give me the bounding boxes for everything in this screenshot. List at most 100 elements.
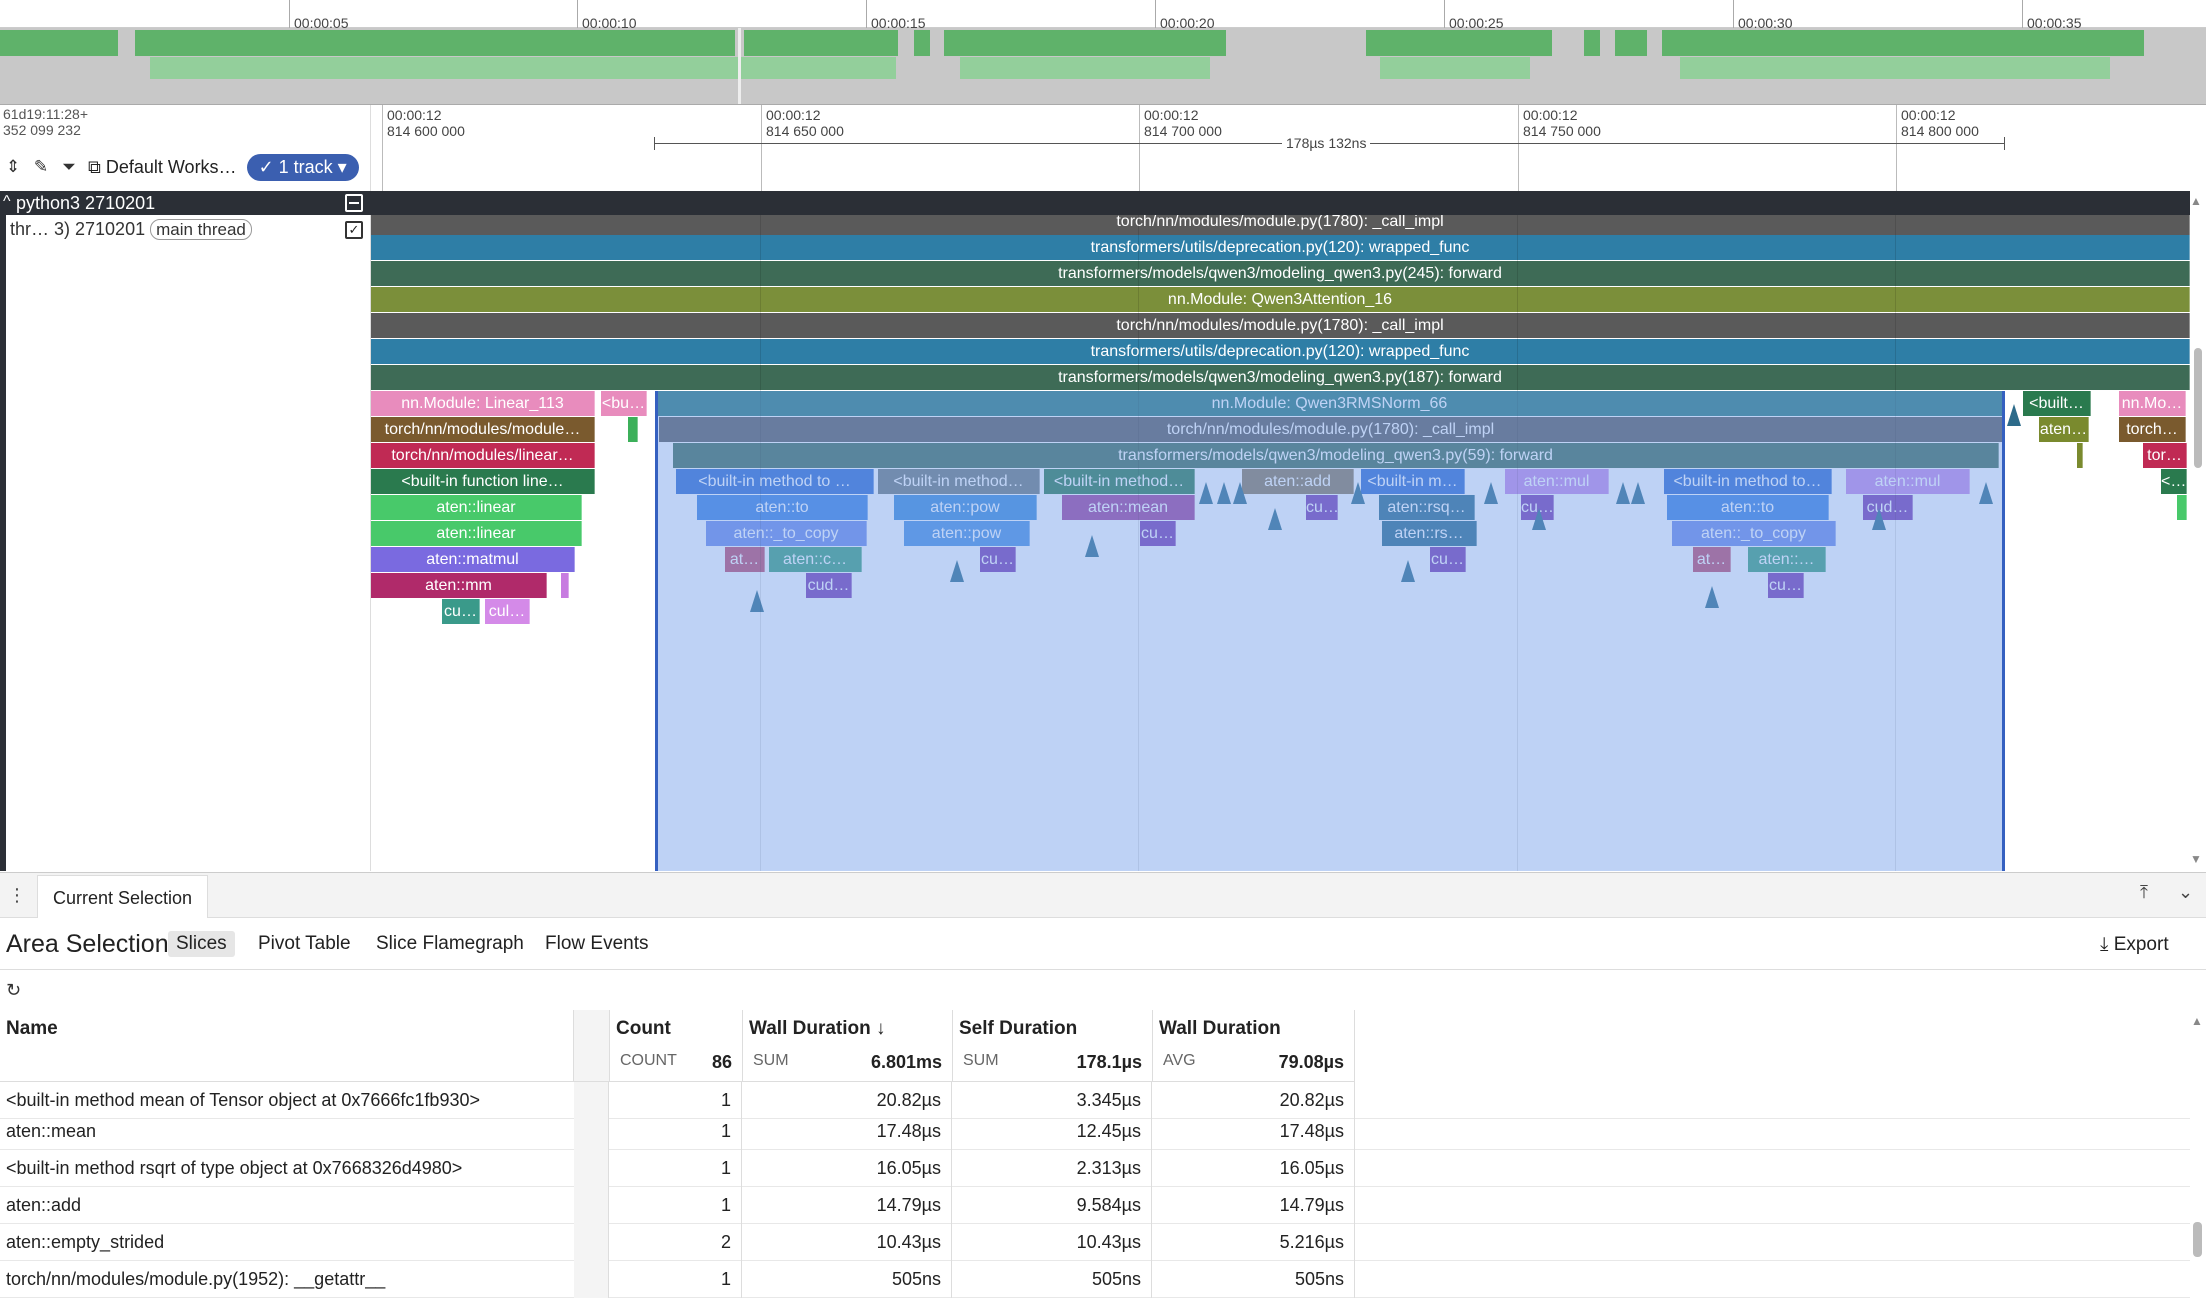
slice[interactable]: aten::mul xyxy=(1505,469,1609,494)
slice[interactable]: cu… xyxy=(1306,495,1338,520)
slice[interactable]: transformers/utils/deprecation.py(120): … xyxy=(371,339,2190,364)
scroll-up-icon[interactable]: ▲ xyxy=(2191,1014,2203,1028)
workspace-selector[interactable]: ⧉ Default Works… xyxy=(88,157,237,178)
slice[interactable]: transformers/models/qwen3/modeling_qwen3… xyxy=(673,443,1999,468)
scroll-down-icon[interactable]: ▼ xyxy=(2190,852,2202,866)
slice[interactable]: <built-in method to… xyxy=(1664,469,1832,494)
instant-marker[interactable] xyxy=(1705,586,1719,608)
slice[interactable]: cu… xyxy=(1768,573,1804,598)
subtab-flow-events[interactable]: Flow Events xyxy=(545,933,649,954)
slice[interactable]: <built-in method… xyxy=(878,469,1040,494)
slice[interactable]: aten::mean xyxy=(1062,495,1195,520)
instant-marker[interactable] xyxy=(950,560,964,582)
unpin-icon[interactable]: ✎ xyxy=(33,157,49,176)
instant-marker[interactable] xyxy=(1532,508,1546,530)
slice[interactable]: at… xyxy=(1693,547,1731,572)
slice[interactable]: aten::pow xyxy=(904,521,1030,546)
slice[interactable]: cu… xyxy=(980,547,1016,572)
scroll-up-icon[interactable]: ▲ xyxy=(2190,194,2202,208)
slice[interactable] xyxy=(2177,495,2187,520)
slice[interactable] xyxy=(2077,443,2083,468)
slice[interactable]: aten::pow xyxy=(894,495,1037,520)
slice[interactable]: <built-in function line… xyxy=(371,469,595,494)
instant-marker[interactable] xyxy=(2007,404,2021,426)
slice[interactable]: cud… xyxy=(1863,495,1913,520)
table-row[interactable]: <built-in method rsqrt of type object at… xyxy=(0,1150,2190,1187)
slice[interactable]: <built-in method to … xyxy=(676,469,874,494)
chevron-down-icon[interactable]: ⌄ xyxy=(2178,882,2194,902)
track-filter-pill[interactable]: ✓ 1 track ▾ xyxy=(246,153,359,181)
slice[interactable]: aten::mm xyxy=(371,573,547,598)
slice[interactable]: cu… xyxy=(1140,521,1176,546)
slice[interactable]: transformers/models/qwen3/modeling_qwen3… xyxy=(371,261,2190,286)
table-row[interactable]: aten::mean 1 17.48µs 12.45µs 17.48µs xyxy=(0,1113,2190,1150)
table-row[interactable]: <built-in method mean of Tensor object a… xyxy=(0,1082,2190,1119)
instant-marker[interactable] xyxy=(1631,482,1645,504)
subtab-slices[interactable]: Slices xyxy=(168,931,235,957)
slice[interactable]: torch/nn/modules/module.py(1780): _call_… xyxy=(659,417,2003,442)
slice[interactable]: cud… xyxy=(806,573,852,598)
instant-marker[interactable] xyxy=(1401,560,1415,582)
slice[interactable]: nn.Module: Linear_113 xyxy=(371,391,595,416)
maximize-panel-icon[interactable]: ⤒ xyxy=(2140,882,2148,902)
slice[interactable]: transformers/models/qwen3/modeling_qwen3… xyxy=(371,365,2190,390)
instant-marker[interactable] xyxy=(1233,482,1247,504)
slice[interactable]: at… xyxy=(725,547,765,572)
instant-marker[interactable] xyxy=(1872,508,1886,530)
refresh-icon[interactable]: ↻ xyxy=(6,980,22,1000)
slice[interactable]: cu… xyxy=(1430,547,1466,572)
chevron-up-icon[interactable]: ^ xyxy=(3,193,11,210)
slice[interactable] xyxy=(561,573,569,598)
column-header-wall-duration[interactable]: Wall Duration ↓ SUM 6.801ms xyxy=(743,1010,953,1082)
slice[interactable]: transformers/utils/deprecation.py(120): … xyxy=(371,235,2190,260)
more-vert-icon[interactable]: ⋮ xyxy=(8,885,26,905)
instant-marker[interactable] xyxy=(1199,482,1213,504)
slice[interactable]: aten::… xyxy=(1748,547,1826,572)
slice[interactable]: aten::linear xyxy=(371,521,582,546)
slice[interactable]: <built-in m… xyxy=(1361,469,1465,494)
slice[interactable]: aten::_to_copy xyxy=(1672,521,1836,546)
instant-marker[interactable] xyxy=(1979,482,1993,504)
slice[interactable]: torch/nn/modules/module.py(1780): _call_… xyxy=(371,313,2190,338)
slice[interactable]: aten::matmul xyxy=(371,547,575,572)
slice[interactable]: aten::to xyxy=(697,495,868,520)
slice[interactable]: torch/nn/modules/module… xyxy=(371,417,595,442)
time-ruler[interactable]: 00:00:12 814 600 000 00:00:12 814 650 000 … xyxy=(371,105,2206,191)
export-button[interactable]: ⤓ Export xyxy=(2100,934,2169,956)
slice[interactable]: aten::mul xyxy=(1846,469,1970,494)
slice[interactable]: aten::to xyxy=(1667,495,1829,520)
slice[interactable]: cu… xyxy=(442,599,480,624)
column-header-avg-wall-duration[interactable]: Wall Duration AVG 79.08µs xyxy=(1153,1010,1355,1082)
filter-icon[interactable]: ⏷ xyxy=(62,157,76,176)
slice[interactable]: <built-in method… xyxy=(1044,469,1195,494)
slice[interactable]: aten::rsq… xyxy=(1379,495,1475,520)
slice[interactable]: aten::rs… xyxy=(1382,521,1477,546)
column-header-name[interactable]: Name xyxy=(0,1010,574,1082)
slice[interactable]: aten… xyxy=(2039,417,2089,442)
subtab-slice-flamegraph[interactable]: Slice Flamegraph xyxy=(376,933,524,954)
tab-current-selection[interactable]: Current Selection xyxy=(37,875,209,918)
slice[interactable]: <built… xyxy=(2023,391,2091,416)
slice[interactable]: nn.Mo… xyxy=(2119,391,2186,416)
table-row[interactable]: torch/nn/modules/module.py(1952): __geta… xyxy=(0,1261,2190,1298)
table-scroll-thumb[interactable] xyxy=(2193,1222,2202,1257)
slice[interactable]: aten::_to_copy xyxy=(706,521,867,546)
instant-marker[interactable] xyxy=(1268,508,1282,530)
column-header-count[interactable]: Count COUNT 86 xyxy=(610,1010,743,1082)
instant-marker[interactable] xyxy=(1616,482,1630,504)
tracks-scrollbar[interactable] xyxy=(2190,191,2206,871)
instant-marker[interactable] xyxy=(1217,482,1231,504)
process-track-header[interactable] xyxy=(0,191,2190,215)
slice[interactable]: <bu… xyxy=(601,391,647,416)
thread-select-checkbox[interactable]: ✓ xyxy=(345,221,363,239)
overview-timeline[interactable]: 00:00:05 00:00:10 00:00:15 00:00:20 00:0… xyxy=(0,0,2206,105)
instant-marker[interactable] xyxy=(1351,482,1365,504)
area-selection-overlay[interactable] xyxy=(655,391,2005,871)
slice[interactable]: nn.Module: Qwen3Attention_16 xyxy=(371,287,2190,312)
slice[interactable]: aten::c… xyxy=(769,547,862,572)
slice[interactable]: torch… xyxy=(2119,417,2186,442)
slice[interactable]: cul… xyxy=(485,599,530,624)
slice[interactable]: <… xyxy=(2161,469,2187,494)
slice[interactable]: aten::linear xyxy=(371,495,582,520)
table-row[interactable]: aten::add 1 14.79µs 9.584µs 14.79µs xyxy=(0,1187,2190,1224)
